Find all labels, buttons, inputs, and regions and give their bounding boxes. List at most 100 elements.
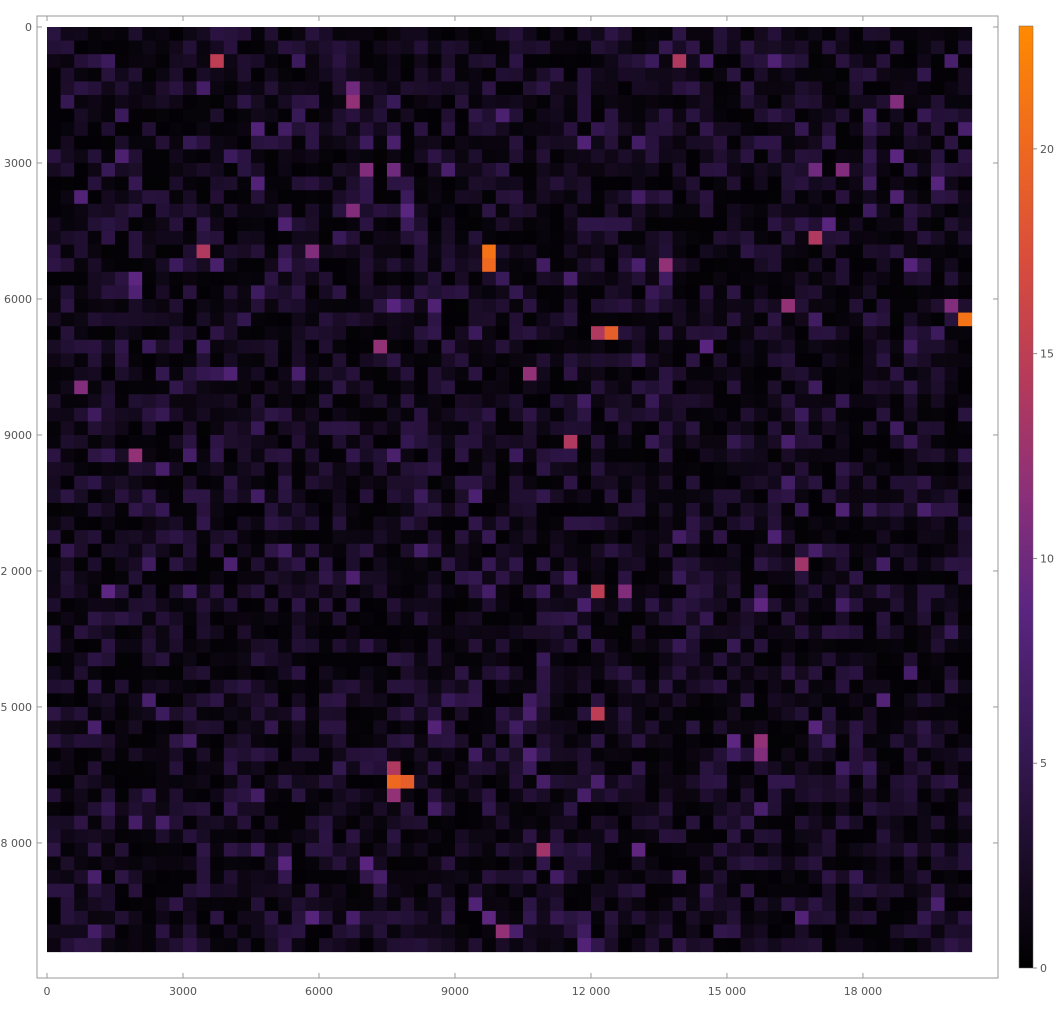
heatmap-cell: [482, 381, 496, 395]
heatmap-cell: [183, 54, 197, 68]
heatmap-cell: [292, 666, 306, 680]
heatmap-cell: [237, 109, 251, 123]
heatmap-cell: [713, 340, 727, 354]
heatmap-cell: [591, 217, 605, 231]
heatmap-cell: [754, 313, 768, 327]
heatmap-cell: [632, 326, 646, 340]
heatmap-cell: [591, 829, 605, 843]
heatmap-cell: [768, 625, 782, 639]
heatmap-cell: [741, 680, 755, 694]
heatmap-cell: [754, 489, 768, 503]
heatmap-cell: [319, 897, 333, 911]
heatmap-cell: [346, 897, 360, 911]
heatmap-cell: [822, 381, 836, 395]
heatmap-cell: [537, 653, 551, 667]
heatmap-cell: [387, 857, 401, 871]
heatmap-cell: [319, 95, 333, 109]
heatmap-cell: [768, 585, 782, 599]
heatmap-cell: [768, 843, 782, 857]
heatmap-cell: [455, 177, 469, 191]
heatmap-cell: [142, 938, 156, 952]
heatmap-cell: [877, 857, 891, 871]
heatmap-cell: [686, 571, 700, 585]
heatmap-cell: [333, 421, 347, 435]
heatmap-cell: [401, 394, 415, 408]
heatmap-cell: [156, 54, 170, 68]
heatmap-cell: [401, 109, 415, 123]
heatmap-cell: [673, 557, 687, 571]
heatmap-cell: [809, 136, 823, 150]
heatmap-cell: [849, 408, 863, 422]
heatmap-cell: [550, 476, 564, 490]
heatmap-cell: [360, 870, 374, 884]
heatmap-cell: [958, 435, 972, 449]
heatmap-cell: [210, 653, 224, 667]
heatmap-cell: [673, 136, 687, 150]
heatmap-cell: [809, 204, 823, 218]
heatmap-cell: [61, 721, 75, 735]
heatmap-cell: [373, 217, 387, 231]
heatmap-cell: [673, 857, 687, 871]
heatmap-cell: [822, 517, 836, 531]
heatmap-cell: [142, 353, 156, 367]
heatmap-cell: [741, 41, 755, 55]
heatmap-cell: [373, 109, 387, 123]
heatmap-cell: [945, 489, 959, 503]
heatmap-cell: [346, 109, 360, 123]
heatmap-cell: [373, 313, 387, 327]
heatmap-cell: [237, 136, 251, 150]
heatmap-cell: [836, 326, 850, 340]
heatmap-cell: [945, 285, 959, 299]
heatmap-cell: [537, 231, 551, 245]
heatmap-cell: [101, 272, 115, 286]
heatmap-cell: [591, 163, 605, 177]
heatmap-cell: [822, 54, 836, 68]
heatmap-cell: [645, 829, 659, 843]
heatmap-cell: [360, 462, 374, 476]
heatmap-cell: [523, 857, 537, 871]
heatmap-cell: [945, 829, 959, 843]
x-tick-label: 18 000: [844, 985, 883, 998]
heatmap-cell: [917, 109, 931, 123]
heatmap-cell: [414, 81, 428, 95]
heatmap-cell: [360, 367, 374, 381]
heatmap-cell: [47, 775, 61, 789]
heatmap-cell: [632, 258, 646, 272]
heatmap-cell: [849, 789, 863, 803]
heatmap-cell: [673, 775, 687, 789]
heatmap-cell: [292, 326, 306, 340]
heatmap-cell: [591, 517, 605, 531]
heatmap-cell: [727, 503, 741, 517]
heatmap-cell: [496, 217, 510, 231]
heatmap-cell: [537, 326, 551, 340]
heatmap-cell: [428, 761, 442, 775]
heatmap-cell: [441, 340, 455, 354]
heatmap-cell: [917, 571, 931, 585]
heatmap-cell: [251, 775, 265, 789]
heatmap-cell: [727, 544, 741, 558]
heatmap-cell: [169, 489, 183, 503]
heatmap-cell: [455, 870, 469, 884]
heatmap-cell: [251, 272, 265, 286]
heatmap-cell: [74, 313, 88, 327]
heatmap-cell: [305, 449, 319, 463]
heatmap-cell: [156, 340, 170, 354]
heatmap-cell: [768, 408, 782, 422]
heatmap-cell: [115, 639, 129, 653]
heatmap-cell: [836, 462, 850, 476]
heatmap-cell: [441, 503, 455, 517]
heatmap-cell: [129, 653, 143, 667]
heatmap-cell: [278, 693, 292, 707]
heatmap-cell: [292, 136, 306, 150]
heatmap-cell: [822, 748, 836, 762]
heatmap-cell: [251, 870, 265, 884]
heatmap-cell: [373, 925, 387, 939]
heatmap-cell: [904, 285, 918, 299]
heatmap-cell: [768, 557, 782, 571]
heatmap-cell: [224, 693, 238, 707]
heatmap-cell: [877, 68, 891, 82]
heatmap-cell: [686, 449, 700, 463]
heatmap-cell: [401, 721, 415, 735]
heatmap-cell: [768, 449, 782, 463]
heatmap-cell: [333, 666, 347, 680]
